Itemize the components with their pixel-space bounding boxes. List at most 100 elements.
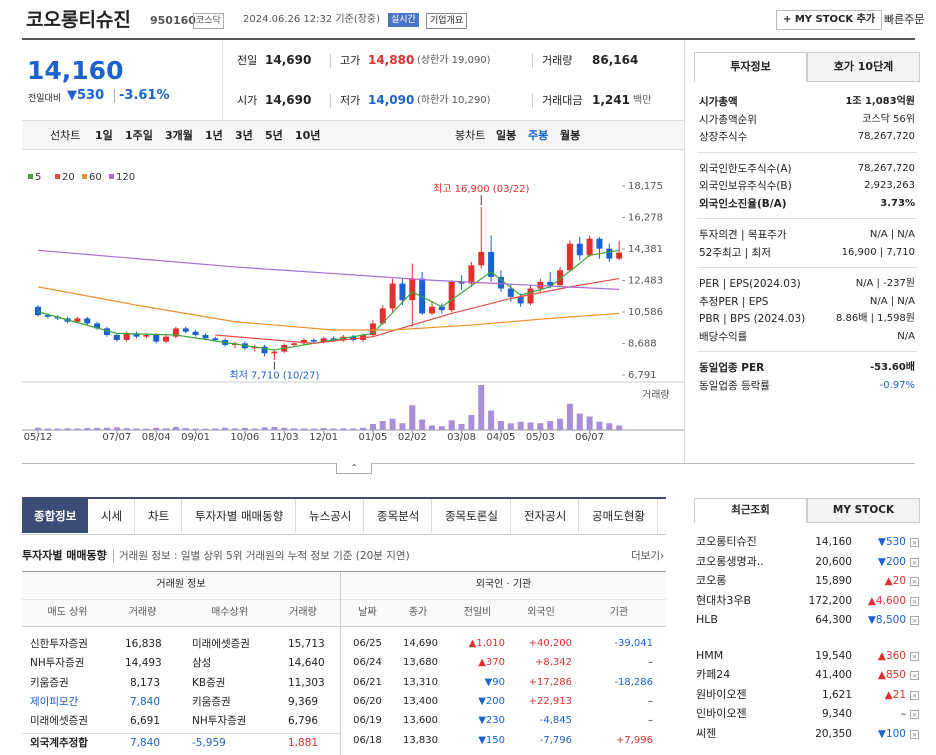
remove-icon[interactable]: ×	[910, 651, 919, 661]
remove-icon[interactable]: ×	[910, 577, 919, 586]
period[interactable]: 1일	[95, 129, 113, 142]
quote-value: 1,241	[592, 93, 630, 107]
quick-order[interactable]: 빠른주문	[884, 13, 925, 26]
candle-body	[478, 251, 485, 266]
tab[interactable]: 종목토론실	[433, 499, 511, 533]
candle-body	[300, 339, 307, 344]
cell: ▼200	[478, 695, 505, 707]
recent-name[interactable]: 원바이오젠	[696, 687, 747, 701]
recent-name[interactable]: 코오롱티슈진	[696, 535, 757, 548]
remove-icon[interactable]: ×	[910, 729, 919, 739]
quote-value: 86,164	[592, 53, 639, 67]
candle-body	[527, 288, 534, 304]
cell: 13,310	[403, 676, 438, 688]
remove-icon[interactable]: ×	[910, 710, 919, 719]
candle-body	[429, 306, 435, 314]
info-label: 투자의견 | 목표주가	[699, 229, 787, 241]
tab[interactable]: 뉴스공시	[297, 499, 365, 533]
recent-tab[interactable]: 최근조회	[731, 504, 770, 516]
legend-label: 5	[35, 172, 41, 183]
more-link[interactable]: 더보기›	[631, 550, 665, 562]
remove-icon[interactable]: ×	[910, 690, 919, 700]
tab[interactable]: 종목분석	[365, 499, 433, 533]
divider	[222, 40, 223, 120]
rate: -3.61%	[114, 89, 170, 103]
recent-name[interactable]: HMM	[696, 648, 724, 662]
recent-name[interactable]: 카페24	[696, 668, 731, 681]
info-tab[interactable]: 호가 10단계	[833, 60, 894, 73]
column-header: 거래량	[128, 607, 157, 618]
x-tick-label: 01/05	[358, 432, 387, 443]
cell: +7,996	[615, 734, 653, 746]
header-rule	[22, 38, 915, 40]
period[interactable]: 3개월	[165, 129, 193, 142]
quote-value: 14,690	[265, 53, 312, 67]
volume-bar	[84, 428, 91, 430]
recent-name[interactable]: HLB	[696, 613, 718, 626]
x-tick-label: 12/01	[309, 432, 338, 443]
recent-name[interactable]: 인바이오젠	[696, 707, 747, 720]
volume-bar	[369, 424, 376, 430]
time: 2024.06.26 12:32 기준(장중)	[243, 14, 381, 25]
tab[interactable]: 전자공시	[512, 499, 580, 533]
recent-name[interactable]: 현대차3우B	[696, 593, 752, 607]
candle-body	[271, 351, 278, 354]
info-label: 동일업종 PER	[699, 362, 765, 374]
info-tab[interactable]: 투자정보	[730, 60, 771, 73]
remove-icon[interactable]: ×	[910, 616, 919, 625]
candle-body	[557, 270, 564, 286]
x-tick-label: 07/07	[102, 432, 131, 443]
cell: -39,041	[614, 638, 653, 649]
period[interactable]: 1년	[205, 129, 223, 142]
remove-icon[interactable]: ×	[910, 538, 919, 547]
cell: 13,680	[403, 657, 438, 669]
volume-bar	[478, 385, 485, 430]
volume-bar	[488, 410, 495, 430]
remove-icon[interactable]: ×	[910, 557, 919, 567]
period[interactable]: 3년	[235, 129, 253, 142]
candle-body	[212, 338, 219, 340]
recent-name[interactable]: 코오롱	[696, 574, 727, 587]
x-tick-label: 04/05	[487, 432, 516, 443]
tab[interactable]: 차트	[136, 499, 183, 533]
volume-bar	[35, 427, 41, 430]
stock-name: 코오롱티슈진	[26, 9, 131, 31]
cell: 미래에셋증권	[30, 715, 88, 728]
period[interactable]: 10년	[295, 129, 321, 142]
volume-bar	[419, 419, 426, 430]
tab[interactable]: 투자자별 매매동향	[183, 499, 297, 533]
recent-name[interactable]: 씨젠	[696, 726, 717, 740]
volume-bar	[212, 428, 219, 430]
recent-tab[interactable]: MY STOCK	[832, 504, 895, 516]
recent-name[interactable]: 코오롱생명과..	[696, 554, 764, 568]
period[interactable]: 1주일	[125, 129, 153, 142]
period[interactable]: 일봉	[496, 129, 517, 142]
mystock-button[interactable]: + MY STOCK 추가	[776, 10, 883, 30]
period[interactable]: 5년	[265, 129, 283, 142]
remove-icon[interactable]: ×	[910, 596, 919, 606]
candle-body	[566, 243, 573, 271]
volume-bar	[458, 424, 465, 430]
cell: 15,713	[288, 638, 325, 650]
overview-dropdown[interactable]: 기업개요	[426, 13, 468, 29]
tab[interactable]: 시세	[89, 499, 136, 533]
legend-label: 120	[116, 172, 135, 183]
cell-divider	[532, 94, 533, 108]
tab[interactable]: 공매도현황	[580, 499, 658, 533]
collapse-button[interactable]: ⌃	[336, 463, 372, 474]
recent-price: 9,340	[821, 708, 852, 720]
cell: -18,286	[614, 676, 653, 688]
period[interactable]: 주봉	[528, 129, 549, 142]
chart-bottom-rule	[22, 463, 915, 464]
volume-bar	[497, 421, 504, 430]
legend-swatch	[109, 174, 114, 179]
table-vsep	[340, 572, 341, 755]
cell: 11,303	[288, 676, 325, 689]
legend-swatch	[82, 174, 87, 179]
period[interactable]: 월봉	[560, 129, 581, 142]
info-label: PBR | BPS (2024.03)	[699, 313, 806, 325]
stock-code: 950160	[150, 14, 196, 27]
remove-icon[interactable]: ×	[910, 671, 919, 680]
tab[interactable]: 종합정보	[22, 499, 89, 533]
y-tick-label: 8,688	[628, 339, 657, 350]
